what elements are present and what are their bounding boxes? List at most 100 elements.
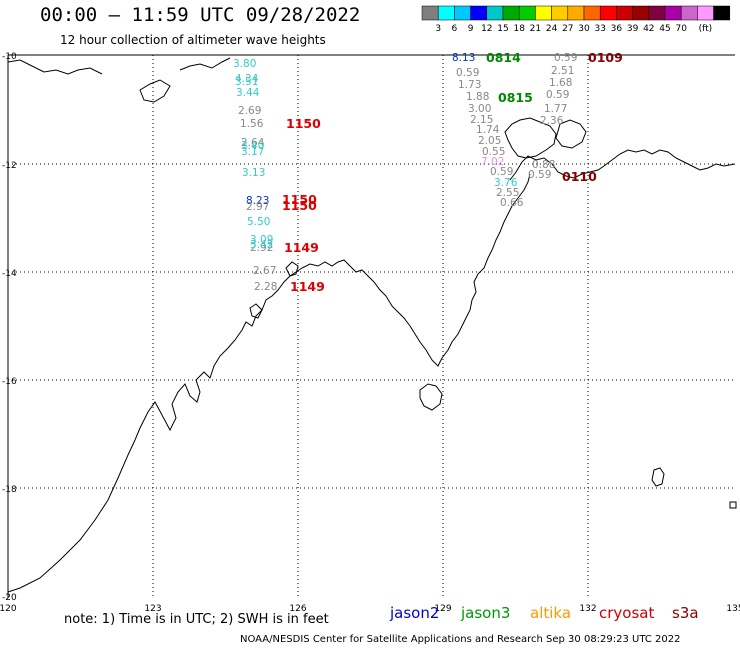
colorbar-label: 9: [468, 24, 474, 34]
lat-label: -16: [2, 377, 17, 387]
wave-height-label: 2.55: [496, 187, 519, 199]
footer-note: note: 1) Time is in UTC; 2) SWH is in fe…: [64, 612, 329, 627]
colorbar-swatch: [680, 5, 698, 21]
colorbar-swatch: [470, 5, 488, 21]
pass-time-label: 1150: [282, 198, 317, 213]
colorbar-swatch: [535, 5, 552, 21]
wave-height-label: 1.56: [240, 118, 264, 130]
colorbar-label: 36: [611, 24, 623, 34]
colorbar-label: 45: [659, 24, 670, 34]
wave-height-label: 3.42: [250, 239, 273, 251]
pass-time-label: 0815: [498, 90, 533, 105]
lat-label: -14: [2, 269, 17, 279]
colorbar: 3 6 9 12 15 18 21 24 27 30 33 36 39 42 45 70 (ft): [421, 5, 731, 34]
colorbar-swatch: [421, 5, 439, 21]
colorbar-swatch: [518, 5, 536, 21]
colorbar-swatch: [713, 5, 731, 21]
lon-label: 120: [0, 604, 17, 614]
lon-label: 123: [144, 604, 161, 614]
wave-height-label: 3.17: [241, 146, 264, 158]
colorbar-swatch: [486, 5, 504, 21]
colorbar-label: 15: [497, 24, 508, 34]
colorbar-swatch: [664, 5, 682, 21]
colorbar-swatch: [502, 5, 520, 21]
colorbar-label: 18: [513, 24, 525, 34]
colorbar-label: 27: [562, 24, 573, 34]
wave-height-label: 2.92: [250, 242, 273, 254]
lon-label: 135: [726, 604, 740, 614]
wave-height-label: 3.51: [235, 76, 258, 88]
lat-label: -12: [2, 161, 17, 171]
lon-label: 129: [434, 604, 451, 614]
map-subtitle: 12 hour collection of altimeter wave hei…: [60, 33, 326, 47]
wave-height-label: 2.64: [241, 137, 265, 149]
colorbar-label: 70: [675, 24, 687, 34]
colorbar-label: 6: [452, 24, 458, 34]
wave-height-label: 3.09: [250, 234, 273, 246]
wave-height-label: 0.66: [500, 197, 524, 209]
colorbar-label: 3: [435, 24, 441, 34]
colorbar-swatch: [632, 5, 650, 21]
lat-lon-grid: [8, 55, 735, 598]
wave-height-label: 3.40: [241, 140, 264, 152]
legend-jason3: jason3: [461, 604, 511, 622]
pass-time-label: 1149: [284, 240, 319, 255]
wave-height-label: 2.28: [254, 281, 277, 293]
wave-height-label: 1.74: [476, 124, 500, 136]
colorbar-label: 12: [481, 24, 492, 34]
colorbar-swatch: [648, 5, 666, 21]
colorbar-swatch: [697, 5, 714, 21]
wave-height-label: 2.51: [551, 65, 574, 77]
wave-height-label: 2.67: [253, 265, 276, 277]
wave-height-label: 2.05: [478, 135, 501, 147]
wave-height-label: 1.68: [549, 77, 572, 89]
wave-height-label: 1.77: [544, 103, 567, 115]
wave-height-label: 8.13: [452, 52, 475, 64]
colorbar-label: 42: [643, 24, 654, 34]
pass-time-label: 1150: [282, 192, 317, 207]
wave-height-label: 4.34: [235, 73, 259, 85]
wave-height-label: 1.73: [458, 79, 481, 91]
wave-height-label: 0.59: [546, 89, 569, 101]
wave-height-label: 8.23: [246, 195, 269, 207]
wave-height-label: 3.00: [468, 103, 491, 115]
pass-time-label: 1150: [286, 116, 321, 131]
lat-label: -20: [2, 593, 17, 603]
wave-height-label: 1.88: [466, 91, 489, 103]
wave-height-label: 0.55: [482, 146, 505, 158]
colorbar-swatch: [583, 5, 601, 21]
colorbar-label: 39: [627, 24, 639, 34]
colorbar-swatch: [454, 5, 471, 21]
legend-jason2: jason2: [390, 604, 440, 622]
legend-altika: altika: [530, 604, 572, 622]
colorbar-label: 33: [594, 24, 605, 34]
colorbar-swatch: [437, 5, 455, 21]
pass-time-label: 0814: [486, 50, 521, 65]
colorbar-label: 24: [546, 24, 558, 34]
map-title: 00:00 – 11:59 UTC 09/28/2022: [40, 4, 361, 26]
wave-height-label: 2.36: [540, 115, 564, 127]
wave-height-label: 0.59: [528, 169, 551, 181]
wave-height-label: 7.02: [481, 156, 504, 168]
legend-cryosat: cryosat: [599, 604, 655, 622]
wave-height-label: 3.76: [494, 177, 518, 189]
lat-label: -18: [2, 485, 17, 495]
lon-label: 132: [579, 604, 596, 614]
colorbar-swatch: [567, 5, 585, 21]
wave-height-label: 3.80: [233, 58, 256, 70]
wave-height-label: 3.13: [242, 167, 265, 179]
colorbar-swatch: [551, 5, 569, 21]
coastline-australia: [7, 57, 737, 593]
pass-time-label: 0109: [588, 50, 623, 65]
colorbar-label: (ft): [699, 24, 713, 34]
wave-height-label: 0.59: [554, 52, 577, 64]
wave-height-label: 3.44: [236, 87, 260, 99]
pass-time-label: 0110: [562, 169, 597, 184]
colorbar-label: 30: [578, 24, 590, 34]
wave-height-label: 0.88: [532, 159, 555, 171]
wave-height-label: 0.59: [490, 166, 513, 178]
colorbar-swatch: [599, 5, 617, 21]
